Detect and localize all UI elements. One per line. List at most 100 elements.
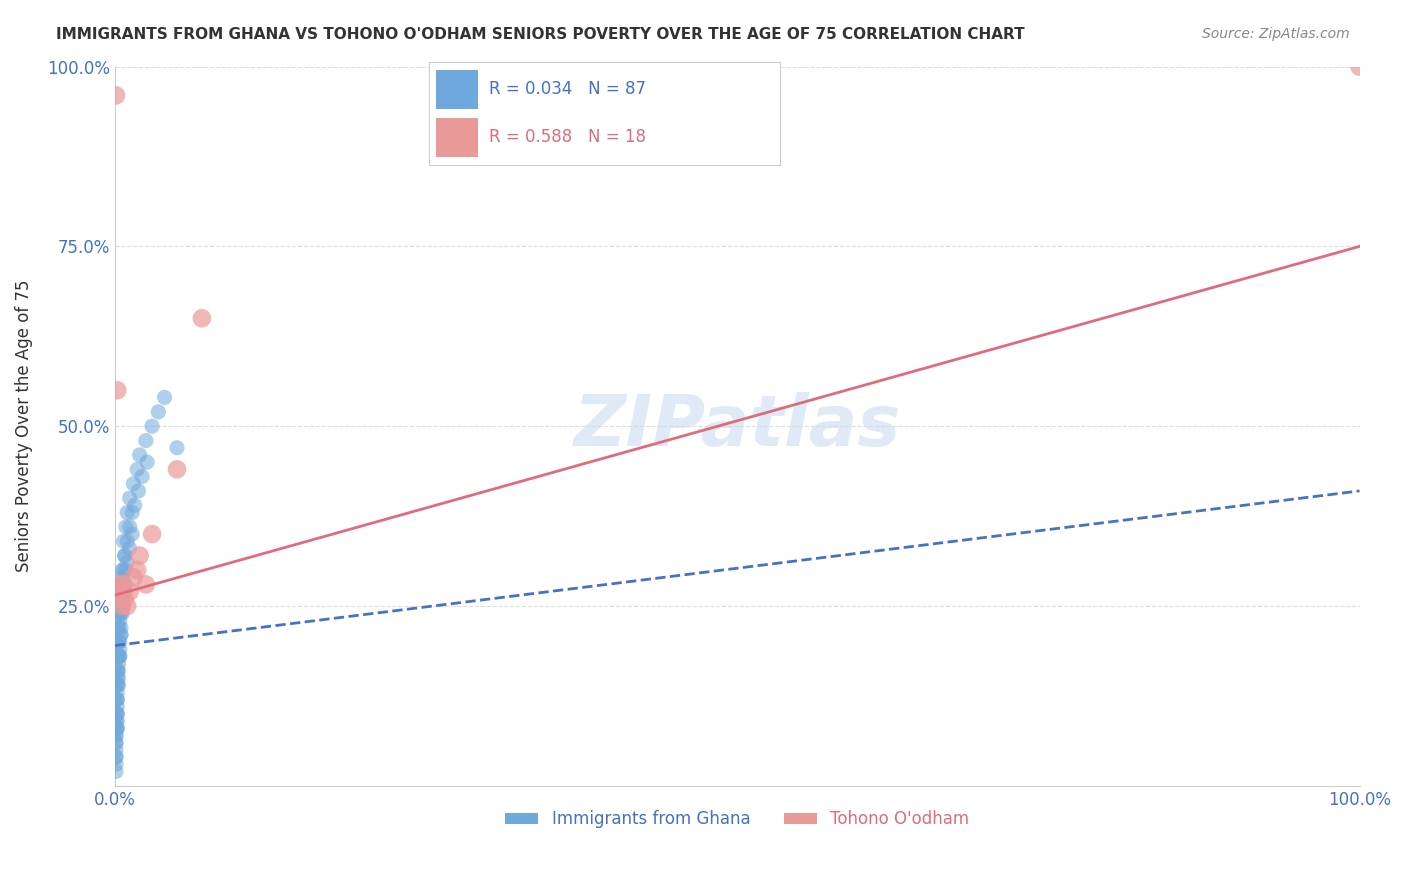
Immigrants from Ghana	[110, 577, 132, 591]
Immigrants from Ghana	[105, 692, 128, 706]
Immigrants from Ghana	[166, 441, 188, 455]
Immigrants from Ghana	[104, 750, 127, 764]
Immigrants from Ghana	[107, 664, 129, 678]
Text: Source: ZipAtlas.com: Source: ZipAtlas.com	[1202, 27, 1350, 41]
Immigrants from Ghana	[114, 577, 136, 591]
Immigrants from Ghana	[105, 664, 128, 678]
Immigrants from Ghana	[135, 434, 157, 448]
Text: R = 0.588   N = 18: R = 0.588 N = 18	[489, 128, 645, 146]
Bar	[436, 70, 478, 109]
Immigrants from Ghana	[107, 621, 129, 635]
Immigrants from Ghana	[104, 743, 127, 757]
Immigrants from Ghana	[108, 606, 131, 620]
Tohono O'odham	[105, 383, 128, 397]
Immigrants from Ghana	[127, 462, 149, 476]
Immigrants from Ghana	[121, 527, 143, 541]
Immigrants from Ghana	[104, 714, 127, 728]
Immigrants from Ghana	[107, 678, 129, 692]
Y-axis label: Seniors Poverty Over the Age of 75: Seniors Poverty Over the Age of 75	[15, 280, 32, 573]
Immigrants from Ghana	[112, 599, 135, 613]
Legend: Immigrants from Ghana, Tohono O'odham: Immigrants from Ghana, Tohono O'odham	[498, 804, 976, 835]
Immigrants from Ghana	[141, 419, 163, 434]
Immigrants from Ghana	[115, 556, 138, 570]
Immigrants from Ghana	[107, 635, 129, 649]
Tohono O'odham	[114, 591, 136, 606]
Immigrants from Ghana	[104, 736, 127, 750]
Immigrants from Ghana	[107, 649, 129, 664]
Immigrants from Ghana	[104, 728, 127, 742]
Immigrants from Ghana	[110, 628, 132, 642]
Immigrants from Ghana	[105, 714, 128, 728]
Immigrants from Ghana	[105, 706, 128, 721]
Tohono O'odham	[104, 88, 127, 103]
Immigrants from Ghana	[124, 498, 146, 512]
Immigrants from Ghana	[118, 520, 141, 534]
Immigrants from Ghana	[108, 635, 131, 649]
Immigrants from Ghana	[111, 591, 134, 606]
Immigrants from Ghana	[108, 649, 131, 664]
Tohono O'odham	[1348, 60, 1371, 74]
Tohono O'odham	[118, 584, 141, 599]
Immigrants from Ghana	[115, 520, 138, 534]
Immigrants from Ghana	[104, 692, 127, 706]
Immigrants from Ghana	[114, 584, 136, 599]
Immigrants from Ghana	[153, 391, 176, 405]
Immigrants from Ghana	[104, 721, 127, 735]
Immigrants from Ghana	[122, 476, 145, 491]
Immigrants from Ghana	[107, 599, 129, 613]
Immigrants from Ghana	[148, 405, 170, 419]
Immigrants from Ghana	[115, 534, 138, 549]
Immigrants from Ghana	[104, 750, 127, 764]
Immigrants from Ghana	[105, 699, 128, 714]
Immigrants from Ghana	[105, 664, 128, 678]
Tohono O'odham	[166, 462, 188, 476]
Bar	[436, 118, 478, 157]
Immigrants from Ghana	[131, 469, 153, 483]
Immigrants from Ghana	[114, 549, 136, 563]
Immigrants from Ghana	[118, 491, 141, 505]
Immigrants from Ghana	[111, 606, 134, 620]
Immigrants from Ghana	[112, 534, 135, 549]
Immigrants from Ghana	[128, 448, 150, 462]
Immigrants from Ghana	[105, 692, 128, 706]
Immigrants from Ghana	[107, 621, 129, 635]
Immigrants from Ghana	[104, 757, 127, 772]
Immigrants from Ghana	[105, 671, 128, 685]
Immigrants from Ghana	[111, 570, 134, 584]
Tohono O'odham	[135, 577, 157, 591]
Immigrants from Ghana	[108, 642, 131, 657]
Immigrants from Ghana	[104, 736, 127, 750]
Immigrants from Ghana	[115, 506, 138, 520]
Immigrants from Ghana	[105, 678, 128, 692]
Immigrants from Ghana	[104, 706, 127, 721]
Immigrants from Ghana	[107, 671, 129, 685]
Immigrants from Ghana	[127, 483, 149, 498]
Immigrants from Ghana	[107, 657, 129, 671]
Immigrants from Ghana	[118, 541, 141, 556]
Tohono O'odham	[107, 577, 129, 591]
Immigrants from Ghana	[115, 563, 138, 577]
Immigrants from Ghana	[105, 706, 128, 721]
Tohono O'odham	[115, 599, 138, 613]
Immigrants from Ghana	[104, 635, 127, 649]
Tohono O'odham	[127, 563, 149, 577]
Tohono O'odham	[110, 591, 132, 606]
Text: ZIPatlas: ZIPatlas	[574, 392, 901, 460]
Tohono O'odham	[141, 527, 163, 541]
Immigrants from Ghana	[110, 621, 132, 635]
Immigrants from Ghana	[104, 764, 127, 779]
Immigrants from Ghana	[110, 591, 132, 606]
Tohono O'odham	[128, 549, 150, 563]
Text: IMMIGRANTS FROM GHANA VS TOHONO O'ODHAM SENIORS POVERTY OVER THE AGE OF 75 CORRE: IMMIGRANTS FROM GHANA VS TOHONO O'ODHAM …	[56, 27, 1025, 42]
Immigrants from Ghana	[107, 635, 129, 649]
Immigrants from Ghana	[105, 721, 128, 735]
Immigrants from Ghana	[105, 685, 128, 699]
Immigrants from Ghana	[108, 649, 131, 664]
Immigrants from Ghana	[114, 549, 136, 563]
Tohono O'odham	[112, 577, 135, 591]
Text: R = 0.034   N = 87: R = 0.034 N = 87	[489, 80, 645, 98]
Immigrants from Ghana	[110, 628, 132, 642]
Immigrants from Ghana	[105, 678, 128, 692]
Immigrants from Ghana	[108, 577, 131, 591]
Immigrants from Ghana	[112, 563, 135, 577]
